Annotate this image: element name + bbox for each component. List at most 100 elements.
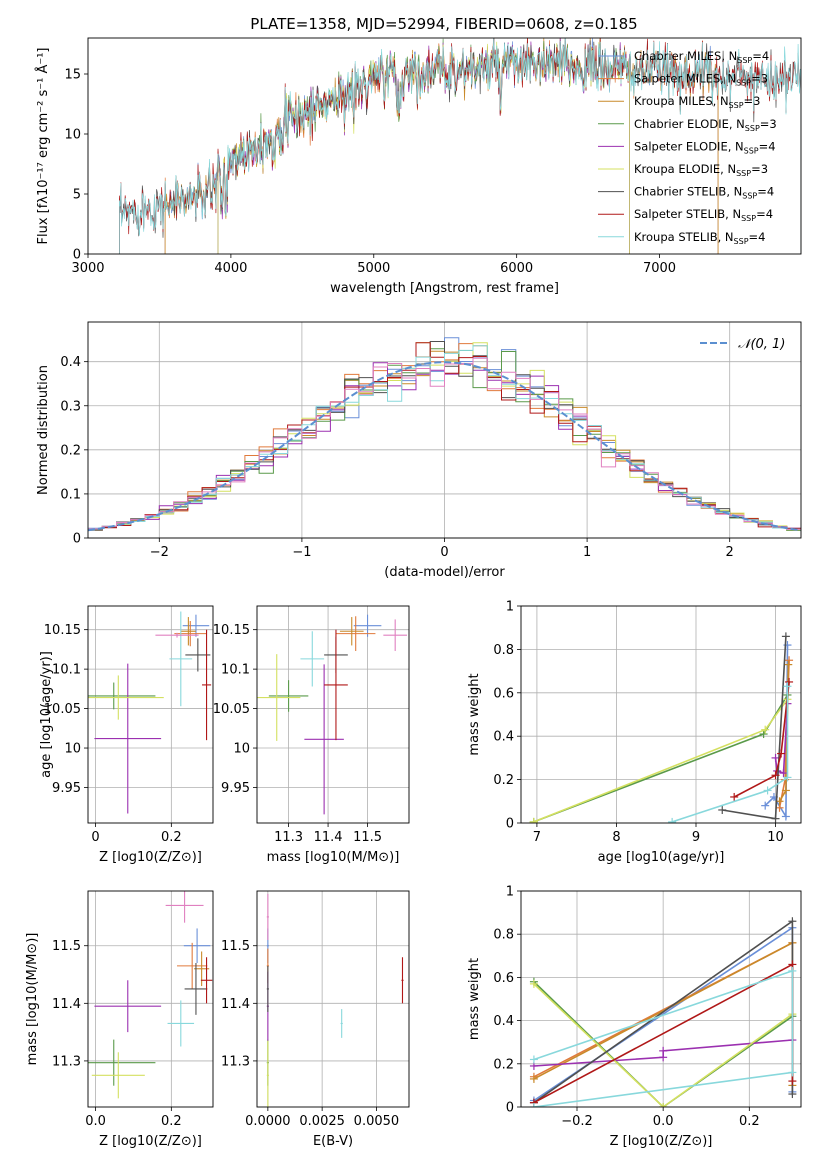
y-tick-label: 11.5 — [221, 939, 250, 954]
y-tick-label: 0 — [506, 817, 514, 832]
axes-frame — [87, 37, 802, 255]
y-tick-label: 0.3 — [60, 399, 81, 414]
y-tick-label: 10 — [233, 742, 250, 757]
plot-area — [88, 337, 801, 532]
y-tick-label: 0.8 — [493, 643, 514, 658]
y-axis-label: mass weight — [467, 673, 482, 755]
y-tick-label: 1 — [506, 885, 514, 900]
y-tick-label: 0 — [73, 532, 81, 547]
y-tick-label: 11.3 — [52, 1054, 81, 1069]
y-tick-label: 10.1 — [221, 663, 250, 678]
y-axis-label: age [log10(age/yr)] — [39, 651, 54, 778]
x-tick-label: 0.2 — [739, 1114, 760, 1129]
x-tick-label: −1 — [292, 545, 311, 560]
x-axis-label: Z [log10(Z/Z⊙)] — [99, 850, 202, 865]
x-tick-label: 1 — [583, 545, 591, 560]
y-axis-label: mass [log10(M/M⊙)] — [25, 933, 40, 1066]
x-tick-label: 0.0050 — [354, 1114, 400, 1129]
legend-entry: Salpeter ELODIE, NSSP=4 — [634, 139, 776, 155]
x-tick-label: 0.0 — [85, 1114, 106, 1129]
plot-area — [529, 632, 794, 823]
weight-series-line — [533, 694, 789, 823]
axes-frame — [87, 605, 214, 824]
legend-value: =3 — [744, 94, 761, 108]
x-axis-label: mass [log10(M/M⊙)] — [267, 850, 400, 865]
y-tick-label: 11.5 — [52, 939, 81, 954]
legend-entry: Kroupa STELIB, NSSP=4 — [634, 230, 765, 246]
legend-value: =3 — [751, 72, 768, 86]
y-tick-label: 9.95 — [52, 781, 81, 796]
x-tick-label: 5000 — [357, 261, 390, 276]
x-axis-label: Z [log10(Z/Z⊙)] — [99, 1134, 202, 1149]
weight-series-line — [671, 686, 789, 823]
y-axis-label: Normed distribution — [36, 365, 51, 495]
legend-subscript: SSP — [741, 214, 756, 223]
y-tick-label: 15 — [64, 68, 81, 83]
legend-subscript: SSP — [745, 124, 760, 133]
spectrum-series-line — [119, 38, 801, 254]
age_vs_Z-panel: 0 0.2 9.95 10 10.05 10.1 10.15 Z [log10(Z/Z⊙)] a… — [39, 605, 214, 865]
y-tick-label: 10.05 — [213, 702, 250, 717]
axes-frame — [87, 321, 802, 539]
legend-entry: Salpeter MILES, NSSP=3 — [634, 72, 768, 88]
y-tick-label: 5 — [73, 188, 81, 203]
legend-value: =3 — [751, 162, 768, 176]
y-tick-label: 10.05 — [44, 702, 81, 717]
spectrum-panel: 3000 4000 5000 6000 7000 0 5 10 15 wavelength [An… — [35, 37, 802, 296]
x-tick-label: −2 — [150, 545, 169, 560]
legend-value: =4 — [759, 139, 776, 153]
age_vs_mass-panel: 11.3 11.4 11.5 9.95 10 10.05 10.1 10.15 mass [lo… — [213, 605, 410, 865]
weight_vs_age-panel: 7 8 9 10 0 0.2 0.4 0.6 0.8 1 age [log10(age/yr)] ma… — [467, 600, 802, 865]
legend-entry: Chabrier ELODIE, NSSP=3 — [634, 117, 777, 133]
x-tick-label: 0.2 — [161, 830, 182, 845]
y-tick-label: 0.2 — [493, 773, 514, 788]
legend-entry: Chabrier STELIB, NSSP=4 — [634, 185, 774, 201]
x-axis-label: (data-model)/error — [384, 565, 505, 580]
axes-frame — [87, 890, 214, 1108]
normal-curve — [88, 361, 801, 532]
x-tick-label: 7000 — [643, 261, 676, 276]
plot-area — [529, 917, 797, 1107]
residuals-panel: −2 −1 0 1 2 0 0.1 0.2 0.3 0.4 (data-model)/error No… — [36, 321, 802, 580]
x-tick-label: 11.4 — [314, 830, 343, 845]
legend-entry: Kroupa ELODIE, NSSP=3 — [634, 162, 768, 178]
legend-subscript: SSP — [734, 237, 749, 246]
mass_vs_Z-panel: 0.0 0.2 11.3 11.4 11.5 Z [log10(Z/Z⊙)] mass [l… — [25, 890, 214, 1149]
plot-area — [257, 614, 408, 815]
y-tick-label: 10 — [64, 742, 81, 757]
histogram-step — [88, 357, 801, 530]
y-tick-label: 0.4 — [60, 355, 81, 370]
x-tick-label: 10 — [767, 830, 784, 845]
y-tick-label: 0.8 — [493, 928, 514, 943]
plot-area — [266, 893, 404, 1107]
y-tick-label: 9.95 — [221, 781, 250, 796]
weight-series-line — [774, 703, 789, 775]
y-tick-label: 0.4 — [493, 1014, 514, 1029]
x-tick-label: 4000 — [214, 261, 247, 276]
y-tick-label: 0 — [506, 1101, 514, 1116]
legend-subscript: SSP — [729, 101, 744, 110]
x-tick-label: 11.5 — [353, 830, 382, 845]
x-tick-label: 0.0025 — [299, 1114, 345, 1129]
legend-subscript: SSP — [737, 56, 752, 65]
legend-value: =4 — [749, 230, 766, 244]
y-tick-label: 11.3 — [221, 1054, 250, 1069]
axes-frame — [256, 605, 410, 824]
y-tick-label: 0.2 — [60, 443, 81, 458]
axes-frame — [256, 890, 410, 1108]
plot-area — [88, 891, 213, 1099]
x-tick-label: 8 — [612, 830, 620, 845]
legend-subscript: SSP — [736, 169, 751, 178]
y-axis-label: mass weight — [467, 958, 482, 1040]
x-tick-label: −0.2 — [561, 1114, 593, 1129]
plot-area — [88, 611, 212, 814]
plot-area — [119, 38, 801, 254]
x-axis-label: age [log10(age/yr)] — [598, 850, 725, 865]
y-tick-label: 0.6 — [493, 686, 514, 701]
axes-frame — [520, 890, 802, 1108]
mass_vs_ebv-panel: 0.0000 0.0025 0.0050 11.3 11.4 11.5 E(B-V) — [221, 890, 410, 1149]
legend-entry: Kroupa MILES, NSSP=3 — [634, 94, 760, 110]
y-tick-label: 0.6 — [493, 971, 514, 986]
legend-entry: Salpeter STELIB, NSSP=4 — [634, 207, 773, 223]
